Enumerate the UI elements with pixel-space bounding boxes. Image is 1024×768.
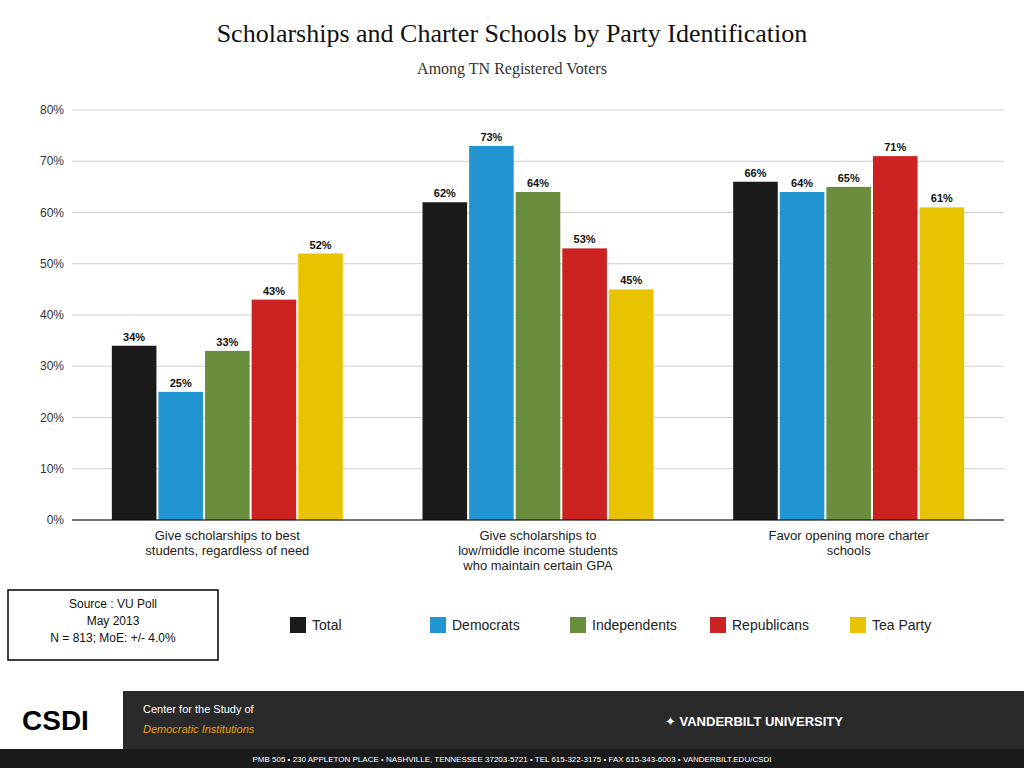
grid-line [72,110,1004,111]
legend-label: Republicans [732,617,809,633]
bar [205,351,250,520]
legend-label: Tea Party [872,617,931,633]
grid [72,110,1004,520]
y-tick-label: 40% [40,308,64,322]
legend: Total Democrats Independents Republicans Tea… [290,617,931,633]
legend-swatch [430,617,446,633]
x-tick-label: Give scholarships tolow/middle income st… [458,528,618,573]
data-label: 52% [310,239,332,251]
grid-line [72,520,1004,521]
y-tick-label: 20% [40,411,64,425]
legend-swatch [850,617,866,633]
footer-center-text: Democratic Institutions [143,723,255,735]
legend-swatch [290,617,306,633]
footer-right-text: ✦ VANDERBILT UNIVERSITY [665,714,843,729]
bar [733,182,778,520]
bar [423,202,468,520]
footer-address: PMB 505 • 230 APPLETON PLACE • NASHVILLE… [252,755,771,764]
legend-swatch [570,617,586,633]
data-label: 25% [170,377,192,389]
data-label: 34% [123,331,145,343]
data-label: 61% [931,192,953,204]
bar [469,146,514,520]
data-labels: 34% 62% 66% 25% 73% 64% 33% 64% 65% 43% 53% 71% 52% 4… [123,131,953,389]
bar [826,187,871,520]
y-tick-label: 60% [40,206,64,220]
bar [609,289,654,520]
x-tick-label: Give scholarships to beststudents, regar… [145,528,309,558]
data-label: 65% [838,172,860,184]
y-tick-label: 0% [47,513,65,527]
chart: Scholarships and Charter Schools by Part… [0,0,1024,768]
legend-label: Total [312,617,342,633]
bar [516,192,561,520]
footer-center-text: Center for the Study of [143,703,255,715]
bar [298,254,343,521]
data-label: 64% [527,177,549,189]
grid-line [72,161,1004,162]
bar [873,156,918,520]
y-tick-label: 80% [40,103,64,117]
legend-label: Democrats [452,617,520,633]
bar [158,392,203,520]
data-label: 71% [884,141,906,153]
legend-label: Independents [592,617,677,633]
subtitle: Among TN Registered Voters [417,60,607,78]
bar [112,346,157,520]
data-label: 66% [744,167,766,179]
source-box [8,590,218,660]
data-label: 45% [620,274,642,286]
legend-swatch [710,617,726,633]
footer-address-bar [0,749,1024,768]
footer-background [0,691,1024,768]
bar [562,248,607,520]
bar [920,207,965,520]
y-tick-label: 10% [40,462,64,476]
title: Scholarships and Charter Schools by Part… [217,19,808,48]
data-label: 64% [791,177,813,189]
bar [252,300,297,520]
y-tick-label: 70% [40,154,64,168]
x-tick-label: Favor opening more charterschools [768,528,929,558]
data-label: 62% [434,187,456,199]
x-axis [72,520,1004,521]
bars [112,146,964,520]
data-label: 53% [574,233,596,245]
data-label: 33% [216,336,238,348]
source-note: Source : VU PollMay 2013N = 813; MoE: +/… [50,597,176,645]
data-label: 73% [480,131,502,143]
data-label: 43% [263,285,285,297]
y-tick-label: 30% [40,359,64,373]
footer-logo: CSDI [22,705,89,736]
bar [780,192,825,520]
y-tick-label: 50% [40,257,64,271]
